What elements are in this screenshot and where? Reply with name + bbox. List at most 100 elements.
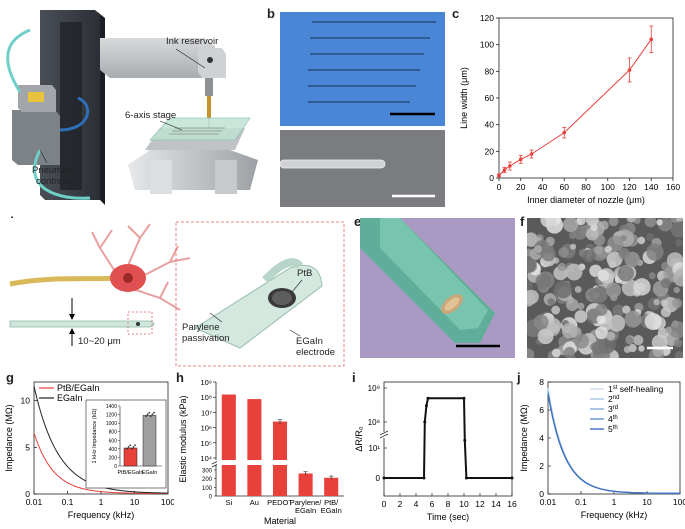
sem-grain bbox=[646, 233, 655, 242]
y-tick-label: 0 bbox=[25, 489, 30, 499]
sem-grain bbox=[585, 227, 599, 241]
inset-dot bbox=[151, 413, 154, 416]
x-tick-label: 0.01 bbox=[26, 497, 43, 507]
x-tick-label: 140 bbox=[644, 182, 658, 192]
sem-grain bbox=[570, 243, 577, 250]
sem-grain bbox=[565, 298, 579, 311]
y-tick-label: 40 bbox=[485, 120, 495, 130]
pneumatic-label-line1: Pneumatic bbox=[32, 165, 77, 176]
sem-grain bbox=[534, 245, 543, 253]
y-tick-label: 0 bbox=[489, 173, 494, 183]
sem-grain bbox=[638, 345, 645, 352]
y-tick-label: 8 bbox=[539, 377, 544, 387]
bar bbox=[247, 399, 262, 496]
inset-dot bbox=[153, 411, 155, 414]
x-tick-label: 2 bbox=[398, 499, 403, 509]
sem-grain bbox=[623, 345, 631, 354]
panel-label-b: b bbox=[267, 6, 275, 21]
x-tick-label: 14 bbox=[491, 499, 501, 509]
elastic-modulus-chart: 10⁴ 10⁵ 10⁶ 10⁷ 10⁸ 10⁹ 0 100 200 300 Elastic modu… bbox=[178, 378, 346, 526]
legend-label: 3rd bbox=[608, 404, 618, 414]
data-point bbox=[464, 476, 468, 480]
y-tick-label: 0 bbox=[539, 489, 544, 499]
x-tick-label: 12 bbox=[475, 499, 485, 509]
sem-grain bbox=[618, 247, 630, 260]
inset-dot bbox=[149, 415, 152, 418]
ptb-surface-sem bbox=[527, 218, 683, 358]
inset-category-label: PtB/EGaIn bbox=[118, 470, 144, 476]
inset-y-tick-label: 1400 bbox=[106, 404, 117, 410]
egain-label-line2: electrode bbox=[296, 347, 335, 358]
inset-category-label: EGaIn bbox=[142, 470, 158, 476]
sem-grain bbox=[563, 346, 576, 358]
printed-lines-micrographs bbox=[280, 12, 445, 207]
category-label: PEDOT bbox=[267, 498, 293, 507]
category-label: Si bbox=[225, 498, 232, 507]
sem-grain bbox=[582, 249, 596, 263]
x-tick-label: 40 bbox=[538, 182, 548, 192]
sem-grain bbox=[547, 298, 555, 306]
sem-grain bbox=[672, 298, 683, 309]
sem-grain bbox=[660, 277, 671, 289]
inset-dot bbox=[145, 415, 147, 418]
y-tick-label: 0 bbox=[376, 474, 381, 483]
x-axis-label: Time (sec) bbox=[427, 512, 469, 522]
category-label: EGaIn bbox=[321, 506, 342, 515]
data-point bbox=[518, 157, 523, 162]
x-tick-label: 10 bbox=[459, 499, 469, 509]
bar bbox=[324, 477, 339, 496]
sem-grain bbox=[646, 243, 664, 261]
x-tick-label: 1 bbox=[612, 497, 617, 507]
sem-grain bbox=[565, 263, 583, 281]
y-tick-label: 5 bbox=[25, 442, 30, 452]
sem-grain bbox=[537, 328, 554, 345]
x-tick-label: 160 bbox=[666, 182, 680, 192]
data-point bbox=[562, 130, 567, 135]
legend-label: 1st self-healing bbox=[608, 384, 664, 394]
sem-grain bbox=[675, 239, 683, 247]
probe-tip-sem bbox=[360, 218, 515, 358]
axis-break-mark bbox=[379, 433, 389, 439]
panel-label-j: j bbox=[517, 370, 521, 385]
printer-illustration: Ink reservoir 6-axis stage Pneumatic con… bbox=[0, 0, 265, 210]
panel-label-f: f bbox=[520, 214, 525, 229]
inset-dot bbox=[146, 413, 149, 416]
y-axis-label: ΔR/R₀ bbox=[354, 426, 364, 452]
x-tick-label: 100 bbox=[673, 497, 685, 507]
data-point bbox=[424, 404, 428, 408]
y-tick-label: 10⁷ bbox=[201, 408, 212, 417]
y-tick-label: 10¹ bbox=[368, 444, 380, 453]
self-healing-impedance-chart: 0.01 0.1 1 10 100 0 2 4 6 8 Frequency (kHz) Impedan… bbox=[519, 377, 685, 520]
axis-break-mark bbox=[379, 430, 389, 436]
sem-grain bbox=[574, 310, 588, 323]
x-tick-label: 4 bbox=[414, 499, 419, 509]
data-point bbox=[382, 476, 386, 480]
data-point bbox=[497, 173, 501, 178]
axis-break-gap bbox=[217, 460, 345, 465]
inset-y-tick-label: 600 bbox=[109, 438, 118, 444]
sem-grain bbox=[624, 310, 642, 328]
data-point bbox=[627, 68, 632, 72]
egain-label-line1: EGaIn bbox=[296, 336, 323, 347]
sem-grain bbox=[591, 340, 606, 355]
data-point bbox=[463, 438, 467, 442]
panel-label-h: h bbox=[176, 370, 184, 385]
inset-y-tick-label: 1000 bbox=[106, 421, 117, 427]
sem-grain bbox=[633, 334, 644, 346]
sem-grain bbox=[593, 285, 608, 301]
sem-grain bbox=[620, 234, 627, 242]
sem-grain bbox=[653, 298, 660, 306]
category-label: EGaIn bbox=[295, 506, 316, 515]
inset-bar bbox=[123, 447, 138, 467]
sem-grain bbox=[554, 280, 572, 299]
y-tick-label: 0 bbox=[209, 495, 213, 501]
x-axis-label: Inner diameter of nozzle (μm) bbox=[527, 195, 645, 205]
panel-label-e: e bbox=[354, 214, 362, 229]
sem-grain bbox=[576, 218, 586, 226]
sem-grain bbox=[627, 218, 636, 223]
y-tick-label: 10⁸ bbox=[200, 393, 212, 402]
bar bbox=[272, 421, 288, 496]
y-tick-label: 10⁹ bbox=[368, 384, 380, 393]
inset-y-tick-label: 200 bbox=[109, 455, 118, 461]
data-line bbox=[384, 397, 512, 479]
